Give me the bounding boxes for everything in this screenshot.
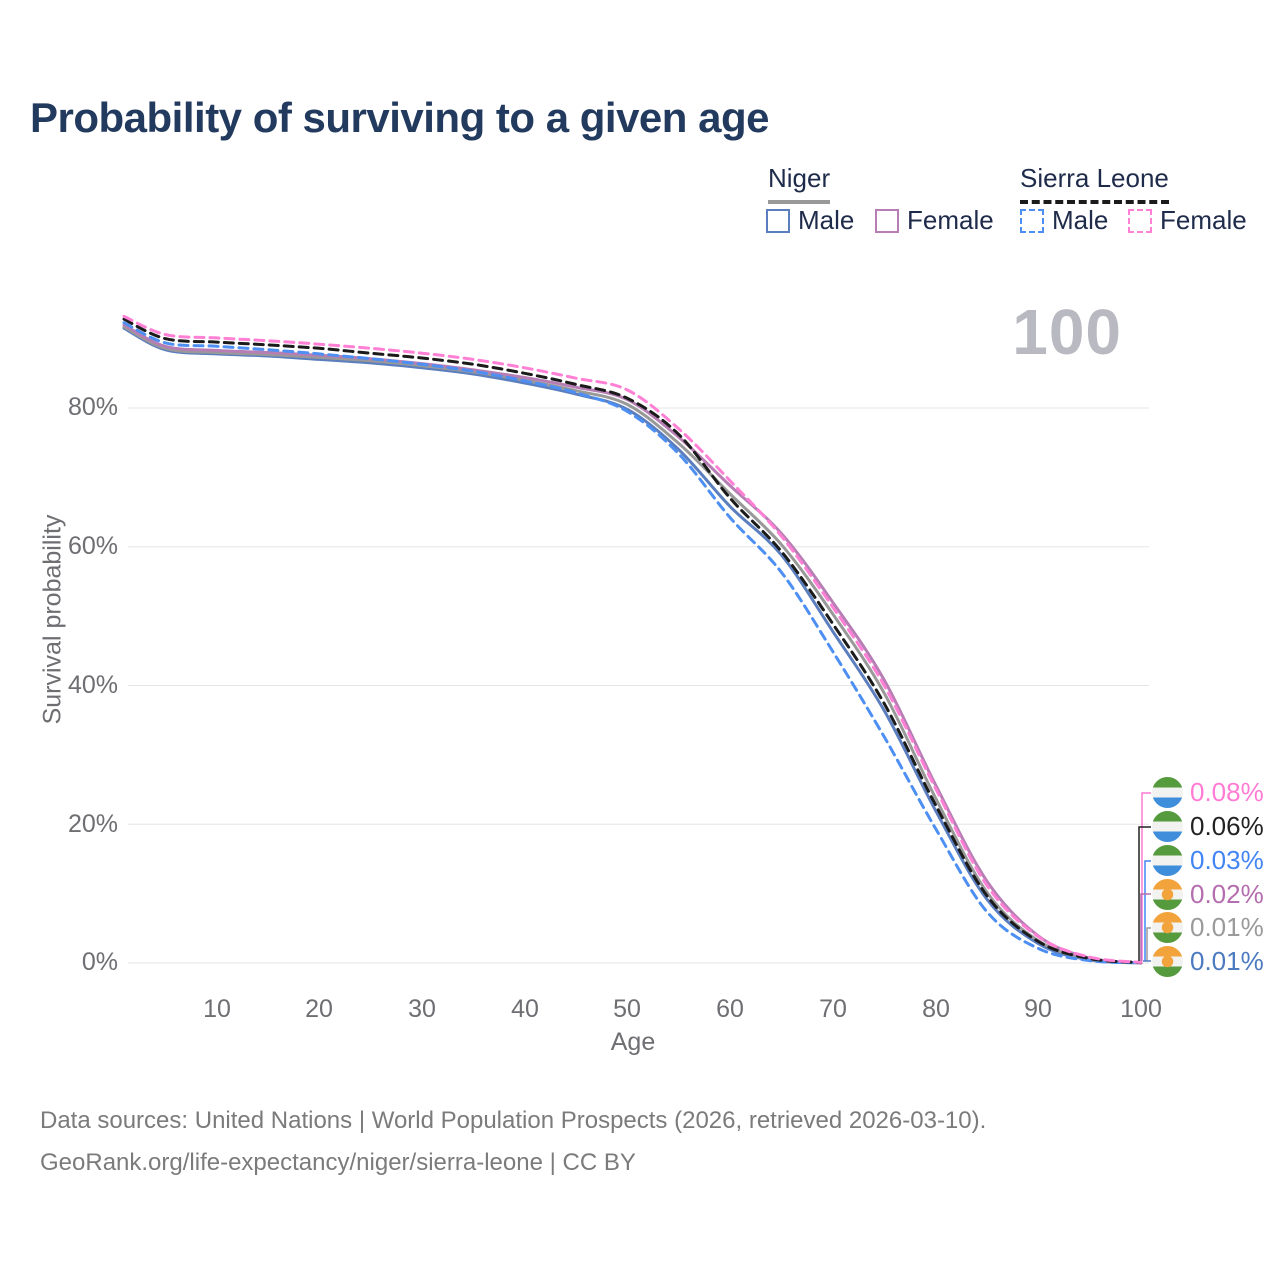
niger-flag-icon	[1152, 946, 1183, 977]
data-sources-note: Data sources: United Nations | World Pop…	[40, 1107, 987, 1134]
end-label-value: 0.08%	[1190, 777, 1264, 807]
end-label-value: 0.03%	[1190, 845, 1264, 875]
x-tick-70: 70	[819, 995, 847, 1023]
x-tick-100: 100	[1120, 995, 1162, 1023]
legend-item-label: Female	[907, 205, 994, 235]
end-label-sierra-leone-female: 0.08%	[1152, 777, 1264, 808]
y-tick-0: 0%	[81, 948, 118, 976]
end-label-sierra-leone-both: 0.06%	[1152, 811, 1264, 842]
y-tick-80: 80%	[67, 393, 118, 421]
legend-item-sierra-leone-female[interactable]: Female	[1128, 205, 1247, 236]
legend-group-niger[interactable]: Niger	[768, 163, 831, 204]
x-tick-10: 10	[203, 995, 231, 1023]
y-tick-40: 40%	[67, 671, 118, 699]
end-label-value: 0.02%	[1190, 879, 1264, 909]
end-label-niger-female: 0.02%	[1152, 879, 1264, 910]
x-tick-80: 80	[922, 995, 950, 1023]
sierra-leone-flag-icon	[1152, 811, 1183, 842]
sierra-leone-flag-icon	[1152, 777, 1183, 808]
legend-group-sierra-leone[interactable]: Sierra Leone	[1020, 163, 1169, 204]
end-label-value: 0.06%	[1190, 811, 1264, 841]
legend-group-sierra-leone-label[interactable]: Sierra Leone	[1020, 163, 1169, 204]
sierra-leone-male-swatch-icon	[1020, 208, 1044, 233]
end-label-sierra-leone-male: 0.03%	[1152, 845, 1264, 876]
x-tick-30: 30	[408, 995, 436, 1023]
niger-flag-icon	[1152, 879, 1183, 910]
end-label-niger-male: 0.01%	[1152, 946, 1264, 977]
x-tick-60: 60	[716, 995, 744, 1023]
x-axis-title: Age	[610, 1028, 656, 1056]
legend-group-niger-label[interactable]: Niger	[768, 163, 831, 204]
legend-item-label: Male	[798, 205, 855, 235]
sierra-leone-flag-icon	[1152, 845, 1183, 876]
legend-item-label: Male	[1052, 205, 1109, 235]
age-indicator: 100	[1012, 296, 1122, 368]
sierra-leone-female-swatch-icon	[1128, 208, 1152, 233]
end-label-value: 0.01%	[1190, 912, 1264, 942]
x-tick-50: 50	[613, 995, 641, 1023]
x-tick-40: 40	[511, 995, 539, 1023]
page-title: Probability of surviving to a given age	[30, 94, 769, 141]
niger-flag-icon	[1152, 912, 1183, 943]
niger-female-swatch-icon	[875, 208, 899, 233]
end-label-niger-both: 0.01%	[1152, 912, 1264, 943]
y-tick-60: 60%	[67, 532, 118, 560]
legend-item-niger-female[interactable]: Female	[875, 205, 994, 236]
x-tick-20: 20	[305, 995, 333, 1023]
y-tick-20: 20%	[67, 810, 118, 838]
x-tick-90: 90	[1024, 995, 1052, 1023]
end-label-value: 0.01%	[1190, 946, 1264, 976]
legend-item-niger-male[interactable]: Male	[766, 205, 854, 236]
niger-male-swatch-icon	[766, 208, 790, 233]
legend-item-sierra-leone-male[interactable]: Male	[1020, 205, 1108, 236]
attribution-note: GeoRank.org/life-expectancy/niger/sierra…	[40, 1149, 636, 1176]
legend-item-label: Female	[1160, 205, 1247, 235]
